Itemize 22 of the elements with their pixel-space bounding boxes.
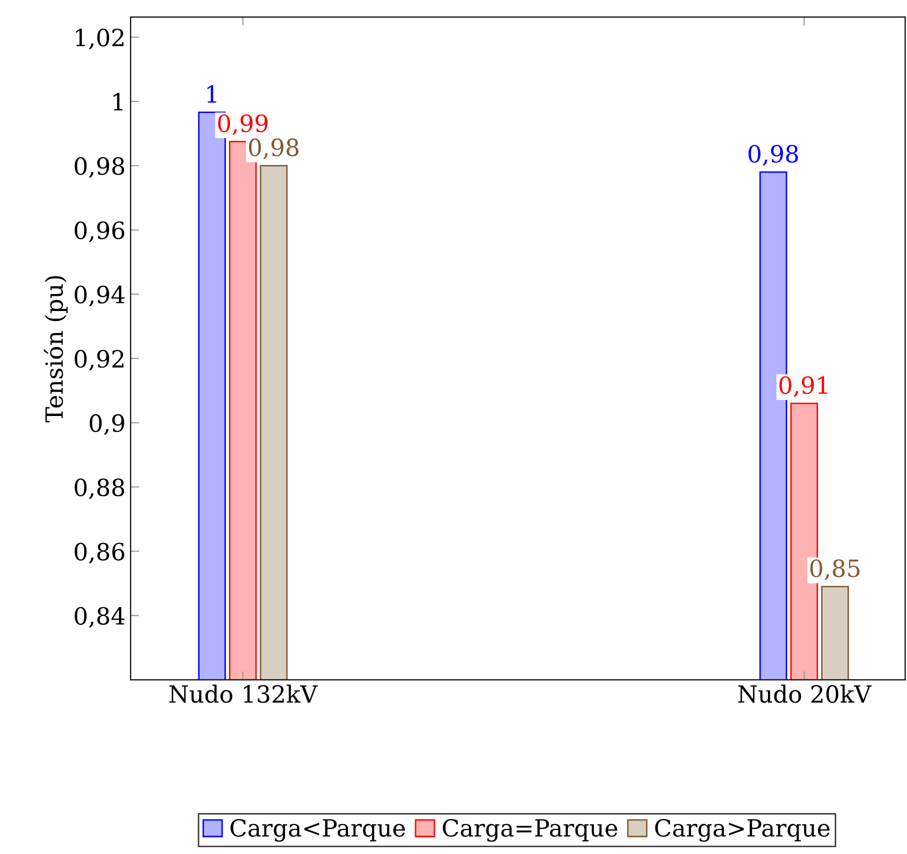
y-tick-label: 0,96 <box>74 221 124 242</box>
data-label: 0,99 <box>218 114 268 136</box>
x-tick-label: Nudo 20kV <box>738 684 872 703</box>
y-tick-label: 0,86 <box>74 542 124 564</box>
y-tick-label: 0,9 <box>90 414 124 435</box>
x-tick-label: Nudo 132kV <box>169 684 318 703</box>
legend-label: Carga<Parque <box>230 818 405 842</box>
y-tick-label: 0,94 <box>74 286 125 306</box>
y-tick-label: 1,02 <box>76 28 124 50</box>
y-tick-label: 0,84 <box>74 606 125 628</box>
legend-label: Carga=Parque <box>442 818 618 842</box>
data-label: 0,98 <box>748 144 798 166</box>
y-tick-label: 0,88 <box>74 478 124 500</box>
data-label: 1 <box>207 85 216 103</box>
data-label: 0,98 <box>249 138 298 160</box>
y-tick-label: 1 <box>114 92 122 110</box>
y-tick-label: 0,98 <box>74 157 124 178</box>
y-axis-title: Tensión (pu) <box>44 276 68 422</box>
data-label: 0,91 <box>779 376 828 397</box>
legend-label: Carga>Parque <box>655 818 830 842</box>
y-tick-label: 0,92 <box>74 350 124 371</box>
data-label: 0,85 <box>810 559 860 580</box>
